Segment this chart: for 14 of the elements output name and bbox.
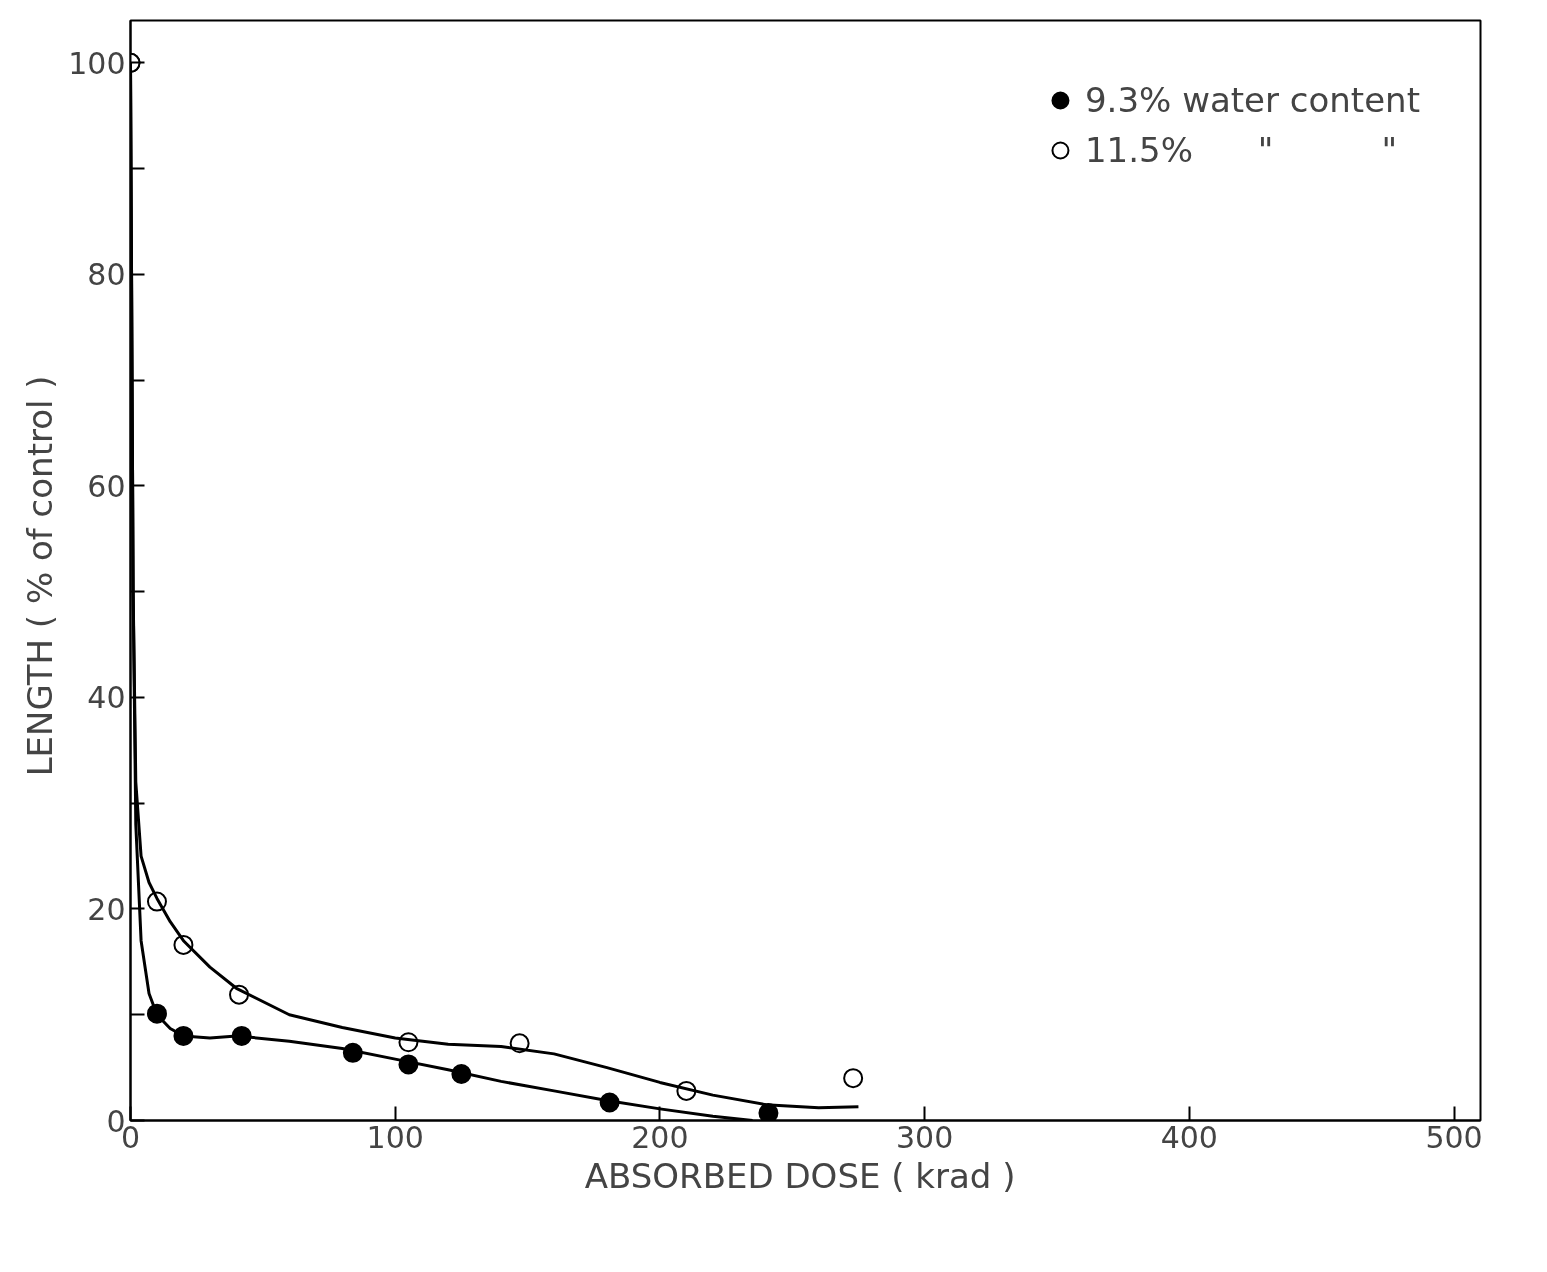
- y-tick-label: 100: [68, 45, 126, 81]
- y-axis-title: LENGTH ( % of control ): [20, 375, 61, 777]
- legend-label: 11.5% " ": [1084, 130, 1398, 170]
- x-tick-label: 500: [1425, 1119, 1483, 1155]
- legend-label: 9.3% water content: [1084, 80, 1420, 120]
- x-tick-label: 200: [631, 1119, 689, 1155]
- x-tick-label: 100: [366, 1119, 424, 1155]
- y-tick-label: 60: [87, 468, 126, 504]
- y-tick-label: 80: [87, 257, 126, 293]
- x-tick-label: 400: [1160, 1119, 1218, 1155]
- x-tick-label: 300: [895, 1119, 954, 1155]
- x-axis-title: ABSORBED DOSE ( krad ): [584, 1155, 1016, 1196]
- y-tick-label: 20: [87, 891, 126, 927]
- y-tick-label: 40: [87, 680, 126, 716]
